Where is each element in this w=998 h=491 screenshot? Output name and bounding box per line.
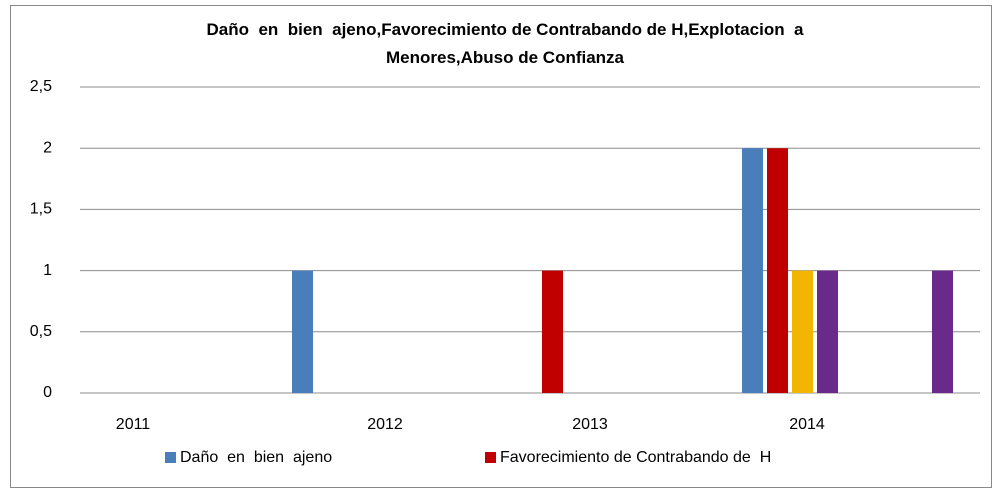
bar	[817, 270, 838, 393]
bar	[932, 270, 953, 393]
chart-title: Daño en bien ajeno,Favorecimiento de Con…	[206, 20, 813, 67]
legend-label: Favorecimiento de Contrabando de H	[500, 449, 771, 466]
x-tick-label: 2012	[367, 416, 403, 433]
y-tick-label: 2	[43, 139, 52, 156]
chart-frame	[10, 5, 992, 488]
y-tick-label: 0	[43, 384, 52, 401]
bar	[292, 270, 313, 393]
legend-swatch	[485, 452, 496, 463]
x-tick-label: 2013	[572, 416, 608, 433]
legend-label: Daño en bien ajeno	[180, 449, 332, 466]
bar	[542, 270, 563, 393]
y-tick-label: 1,5	[30, 201, 52, 218]
y-tick-label: 1	[43, 262, 52, 279]
x-tick-label: 2011	[116, 416, 151, 433]
x-tick-label: 2014	[789, 416, 825, 433]
y-tick-label: 0,5	[30, 323, 52, 340]
bar	[767, 148, 788, 393]
y-tick-label: 2,5	[30, 78, 52, 95]
legend-swatch	[165, 452, 176, 463]
bar	[792, 270, 813, 393]
bar	[742, 148, 763, 393]
